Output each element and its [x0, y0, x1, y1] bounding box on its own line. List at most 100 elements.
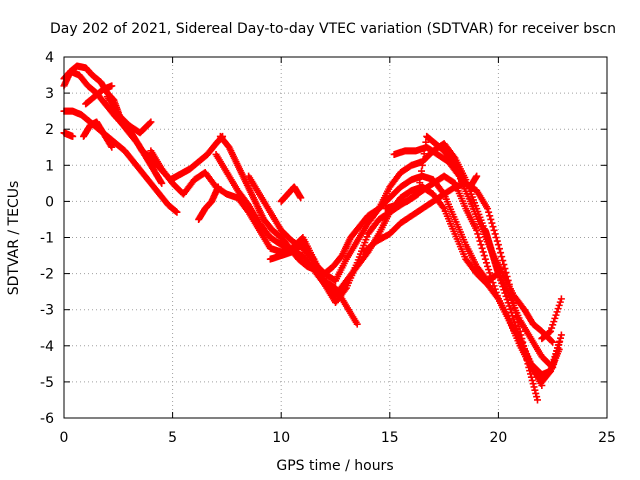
- data-point: [473, 172, 481, 180]
- series-track-d: [60, 129, 77, 140]
- data-point: [146, 119, 154, 127]
- data-point: [417, 173, 425, 181]
- data-point: [519, 338, 527, 346]
- data-point: [490, 226, 498, 234]
- data-point: [522, 353, 530, 361]
- data-point: [108, 82, 116, 90]
- data-point: [512, 309, 520, 317]
- data-point: [512, 322, 520, 330]
- data-point: [490, 282, 498, 290]
- data-point: [493, 292, 501, 300]
- data-point: [475, 234, 483, 241]
- data-point: [528, 376, 536, 384]
- data-point: [418, 167, 426, 175]
- series-track-f: [82, 82, 116, 108]
- data-point: [491, 285, 499, 293]
- tick-labels: 0 5 10 15 20 25 -6 -5 -4 -3 -2 -1 0 1 2 3 4: [40, 50, 616, 446]
- series-track-p: [195, 183, 222, 223]
- data-point: [524, 360, 532, 368]
- data-point: [501, 289, 509, 297]
- data-point: [107, 142, 115, 150]
- x-tick-label: 10: [272, 430, 290, 446]
- x-tick-label: 25: [598, 430, 616, 446]
- data-point: [497, 249, 505, 257]
- series-track-n: [381, 132, 481, 213]
- data-point: [557, 295, 565, 303]
- data-point: [518, 335, 526, 343]
- data-point: [557, 331, 565, 339]
- data-point: [547, 327, 555, 335]
- x-tick-label: 20: [489, 430, 507, 446]
- series-track-m: [390, 143, 557, 346]
- data-point: [108, 143, 116, 151]
- data-point: [494, 270, 502, 278]
- series-track-r: [103, 93, 155, 137]
- data-point: [484, 205, 492, 213]
- data-point: [553, 308, 561, 316]
- data-point: [374, 206, 382, 214]
- data-point: [548, 337, 556, 345]
- y-tick-label: -3: [40, 303, 54, 319]
- data-point: [498, 253, 506, 261]
- data-point: [173, 208, 181, 216]
- data-point: [476, 237, 484, 245]
- chart-title: Day 202 of 2021, Sidereal Day-to-day VTE…: [50, 21, 616, 37]
- data-point: [533, 396, 541, 404]
- data-point: [548, 324, 556, 332]
- data-point: [488, 275, 496, 283]
- data-point: [500, 286, 508, 294]
- series-track-o: [277, 183, 305, 205]
- data-point: [495, 245, 503, 253]
- data-point: [489, 223, 497, 231]
- x-tick-label: 0: [60, 430, 69, 446]
- axis-ticks: [63, 56, 608, 419]
- y-tick-label: -2: [40, 267, 54, 283]
- y-tick-label: 3: [45, 86, 54, 102]
- data-point: [492, 288, 500, 296]
- data-point: [505, 302, 513, 310]
- data-points: [60, 62, 565, 404]
- x-tick-label: 5: [168, 430, 177, 446]
- data-point: [419, 156, 427, 164]
- data-point: [513, 313, 521, 321]
- series-track-s: [481, 226, 502, 278]
- data-point: [495, 273, 503, 281]
- data-point: [478, 244, 486, 252]
- data-point: [503, 296, 511, 304]
- data-point: [552, 311, 560, 319]
- data-point: [474, 230, 482, 238]
- data-point: [550, 318, 558, 326]
- y-tick-label: -4: [40, 339, 54, 355]
- data-point: [491, 230, 499, 238]
- data-point: [488, 219, 496, 227]
- x-axis-label: GPS time / hours: [276, 458, 393, 474]
- data-point: [499, 257, 507, 265]
- data-point: [549, 338, 557, 346]
- data-point: [555, 301, 563, 309]
- data-point: [421, 144, 429, 152]
- data-point: [415, 184, 423, 192]
- data-point: [487, 272, 495, 280]
- x-tick-label: 15: [381, 430, 399, 446]
- y-tick-label: -1: [40, 231, 54, 247]
- data-point: [527, 373, 535, 381]
- data-point: [533, 393, 541, 401]
- series-track-l: [360, 179, 541, 404]
- data-point: [439, 203, 447, 211]
- data-point: [526, 367, 534, 375]
- y-axis-label: SDTVAR / TECUs: [6, 181, 22, 296]
- data-point: [69, 132, 77, 140]
- data-point: [477, 241, 485, 249]
- data-point: [527, 370, 535, 378]
- data-point: [492, 234, 500, 241]
- data-point: [158, 179, 166, 187]
- data-point: [499, 283, 507, 291]
- data-point: [486, 269, 494, 277]
- data-point: [506, 305, 514, 313]
- data-point: [480, 252, 488, 260]
- data-point: [489, 279, 497, 287]
- data-point: [520, 342, 528, 350]
- y-tick-label: -5: [40, 375, 54, 391]
- data-point: [557, 334, 565, 342]
